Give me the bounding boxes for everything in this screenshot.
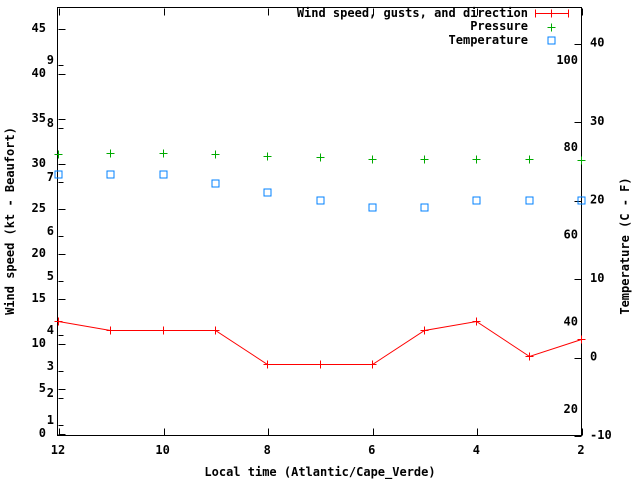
- x-axis-title: Local time (Atlantic/Cape_Verde): [204, 465, 435, 480]
- plus-marker: [54, 317, 63, 326]
- y-left-tick-label: 25: [32, 201, 46, 215]
- fahrenheit-label: 80: [564, 140, 578, 154]
- y-left-tick-label: 35: [32, 111, 46, 125]
- square-marker: [368, 203, 377, 212]
- plus-marker: [577, 156, 586, 165]
- square-marker: [577, 196, 586, 205]
- series-temperature: [54, 170, 586, 212]
- square-marker: [159, 170, 168, 179]
- y-right-tick-label: 40: [590, 36, 604, 50]
- axis-ticks: [58, 8, 583, 437]
- fahrenheit-label: 60: [564, 227, 578, 241]
- plus-marker: [211, 326, 220, 335]
- x-tick-label: 10: [155, 443, 169, 457]
- y-left-tick-label: 45: [32, 21, 46, 35]
- plus-marker: [106, 326, 115, 335]
- legend-label-temperature: Temperature: [449, 33, 528, 47]
- fahrenheit-label: 100: [556, 53, 578, 67]
- plus-marker: [525, 155, 534, 164]
- plus-marker: [263, 360, 272, 369]
- square-marker: [54, 170, 63, 179]
- legend-markers: [535, 9, 569, 45]
- y-left-tick-label: 0: [39, 426, 46, 440]
- y-right-tick-label: 20: [590, 193, 604, 207]
- plus-marker: [106, 149, 115, 158]
- plus-marker: [316, 360, 325, 369]
- beaufort-tick-label: 6: [47, 224, 54, 238]
- square-marker: [316, 196, 325, 205]
- x-tick-label: 8: [264, 443, 271, 457]
- plus-marker: [368, 360, 377, 369]
- beaufort-tick-label: 9: [47, 53, 54, 67]
- plus-marker: [547, 23, 556, 32]
- y-right-tick-label: 10: [590, 271, 604, 285]
- plus-marker: [472, 317, 481, 326]
- square-marker: [547, 36, 556, 45]
- square-marker: [211, 179, 220, 188]
- legend: Wind speed, gusts, and direction Pressur…: [297, 6, 569, 47]
- plus-marker: [420, 326, 429, 335]
- beaufort-tick-label: 2: [47, 386, 54, 400]
- plus-marker: [54, 150, 63, 159]
- x-tick-label: 2: [577, 443, 584, 457]
- x-tick-label: 6: [368, 443, 375, 457]
- plus-marker: [263, 152, 272, 161]
- axis-tick-labels: 12 10 8 6 4 2051015202530354045123456789-1001…: [32, 21, 612, 457]
- legend-sample-errorbar: [535, 9, 569, 18]
- plus-marker: [577, 335, 586, 344]
- y-left-tick-label: 5: [39, 381, 46, 395]
- beaufort-tick-label: 8: [47, 116, 54, 130]
- fahrenheit-label: 40: [564, 315, 578, 329]
- right-axis-title: Temperature (C - F): [618, 177, 632, 314]
- plus-marker: [211, 150, 220, 159]
- square-marker: [525, 196, 534, 205]
- square-marker: [106, 170, 115, 179]
- x-tick-label: 4: [473, 443, 480, 457]
- beaufort-tick-label: 7: [47, 170, 54, 184]
- x-tick-label: 12: [51, 443, 65, 457]
- square-marker: [263, 188, 272, 197]
- y-left-tick-label: 10: [32, 336, 46, 350]
- legend-label-wind: Wind speed, gusts, and direction: [297, 6, 528, 20]
- y-right-tick-label: -10: [590, 428, 612, 442]
- y-left-tick-label: 20: [32, 246, 46, 260]
- plus-marker: [525, 352, 534, 361]
- series-line: [58, 320, 582, 365]
- beaufort-tick-label: 3: [47, 359, 54, 373]
- left-axis-title: Wind speed (kt - Beaufort): [3, 127, 17, 315]
- square-marker: [420, 203, 429, 212]
- plus-marker: [159, 149, 168, 158]
- square-marker: [472, 196, 481, 205]
- fahrenheit-label: 20: [564, 402, 578, 416]
- y-left-tick-label: 40: [32, 66, 46, 80]
- legend-label-pressure: Pressure: [470, 19, 528, 33]
- plus-marker: [368, 155, 377, 164]
- plus-marker: [420, 155, 429, 164]
- plus-marker: [316, 153, 325, 162]
- y-right-tick-label: 0: [590, 350, 597, 364]
- series-wind-speed: [54, 317, 586, 369]
- y-right-tick-label: 30: [590, 114, 604, 128]
- series-pressure: [54, 149, 586, 165]
- y-left-tick-label: 30: [32, 156, 46, 170]
- y-left-tick-label: 15: [32, 291, 46, 305]
- plus-marker: [159, 326, 168, 335]
- beaufort-tick-label: 4: [47, 323, 54, 337]
- plot-border-rect: [57, 7, 582, 436]
- plot-border: [57, 7, 582, 436]
- beaufort-tick-label: 1: [47, 413, 54, 427]
- data-series: [54, 149, 586, 369]
- plus-marker: [472, 155, 481, 164]
- beaufort-tick-label: 5: [47, 269, 54, 283]
